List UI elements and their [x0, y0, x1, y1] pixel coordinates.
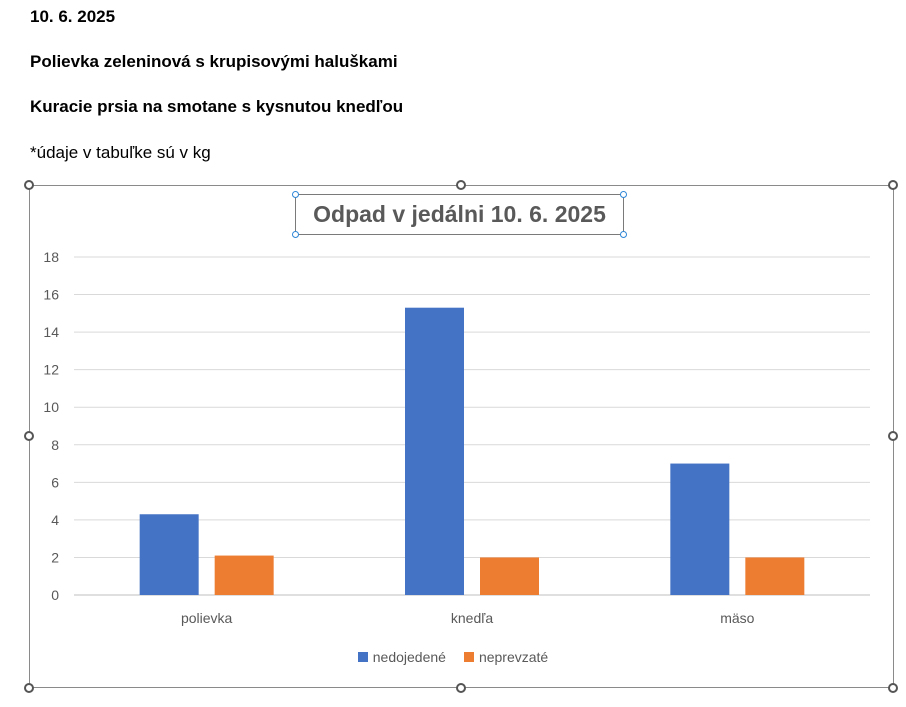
bar-nedojedené-mäso [670, 463, 730, 595]
resize-handle-bottom-center[interactable] [456, 683, 466, 693]
y-tick-label-18: 18 [43, 249, 59, 265]
x-category-label-0: polievka [181, 610, 233, 626]
resize-handle-middle-left[interactable] [24, 431, 34, 441]
resize-handle-top-right[interactable] [888, 180, 898, 190]
y-tick-label-14: 14 [43, 324, 59, 340]
chart-legend: nedojedené neprevzaté [0, 649, 906, 665]
title-handle-top-left[interactable] [292, 191, 299, 198]
legend-item-nedojedene: nedojedené [357, 649, 446, 665]
x-category-label-1: knedľa [451, 610, 493, 626]
title-handle-bottom-left[interactable] [292, 231, 299, 238]
resize-handle-bottom-right[interactable] [888, 683, 898, 693]
legend-swatch-neprevzate [463, 652, 474, 662]
title-handle-bottom-right[interactable] [620, 231, 627, 238]
y-tick-label-10: 10 [43, 399, 59, 415]
bar-nedojedené-polievka [139, 514, 199, 595]
title-handle-top-right[interactable] [620, 191, 627, 198]
resize-handle-middle-right[interactable] [888, 431, 898, 441]
legend-label-neprevzate: neprevzaté [478, 649, 549, 665]
legend-label-nedojedene: nedojedené [372, 649, 446, 665]
bar-nedojedené-knedľa [405, 307, 464, 595]
y-tick-label-12: 12 [43, 362, 59, 378]
x-category-label-2: mäso [720, 610, 754, 626]
y-tick-label-6: 6 [51, 474, 59, 490]
resize-handle-top-left[interactable] [24, 180, 34, 190]
document-note-line: *údaje v tabuľke sú v kg [30, 143, 211, 162]
document-date: 10. 6. 2025 [30, 7, 116, 26]
document-soup-line: Polievka zeleninová s krupisovými halušk… [30, 52, 398, 71]
y-tick-label-16: 16 [43, 287, 59, 303]
y-tick-label-8: 8 [51, 437, 59, 453]
legend-item-neprevzate: neprevzaté [463, 649, 549, 665]
y-tick-label-0: 0 [51, 587, 59, 603]
bar-neprevzaté-polievka [214, 555, 274, 595]
y-tick-label-2: 2 [51, 549, 59, 565]
document-main-course-line: Kuracie prsia na smotane s kysnutou kned… [30, 97, 404, 116]
bar-neprevzaté-knedľa [480, 557, 539, 595]
chart-title: Odpad v jedálni 10. 6. 2025 [313, 201, 606, 227]
y-tick-label-4: 4 [51, 512, 59, 528]
resize-handle-top-center[interactable] [456, 180, 466, 190]
legend-swatch-nedojedene [357, 652, 368, 662]
bar-neprevzaté-mäso [745, 557, 805, 595]
resize-handle-bottom-left[interactable] [24, 683, 34, 693]
chart-title-box[interactable]: Odpad v jedálni 10. 6. 2025 [295, 194, 624, 235]
